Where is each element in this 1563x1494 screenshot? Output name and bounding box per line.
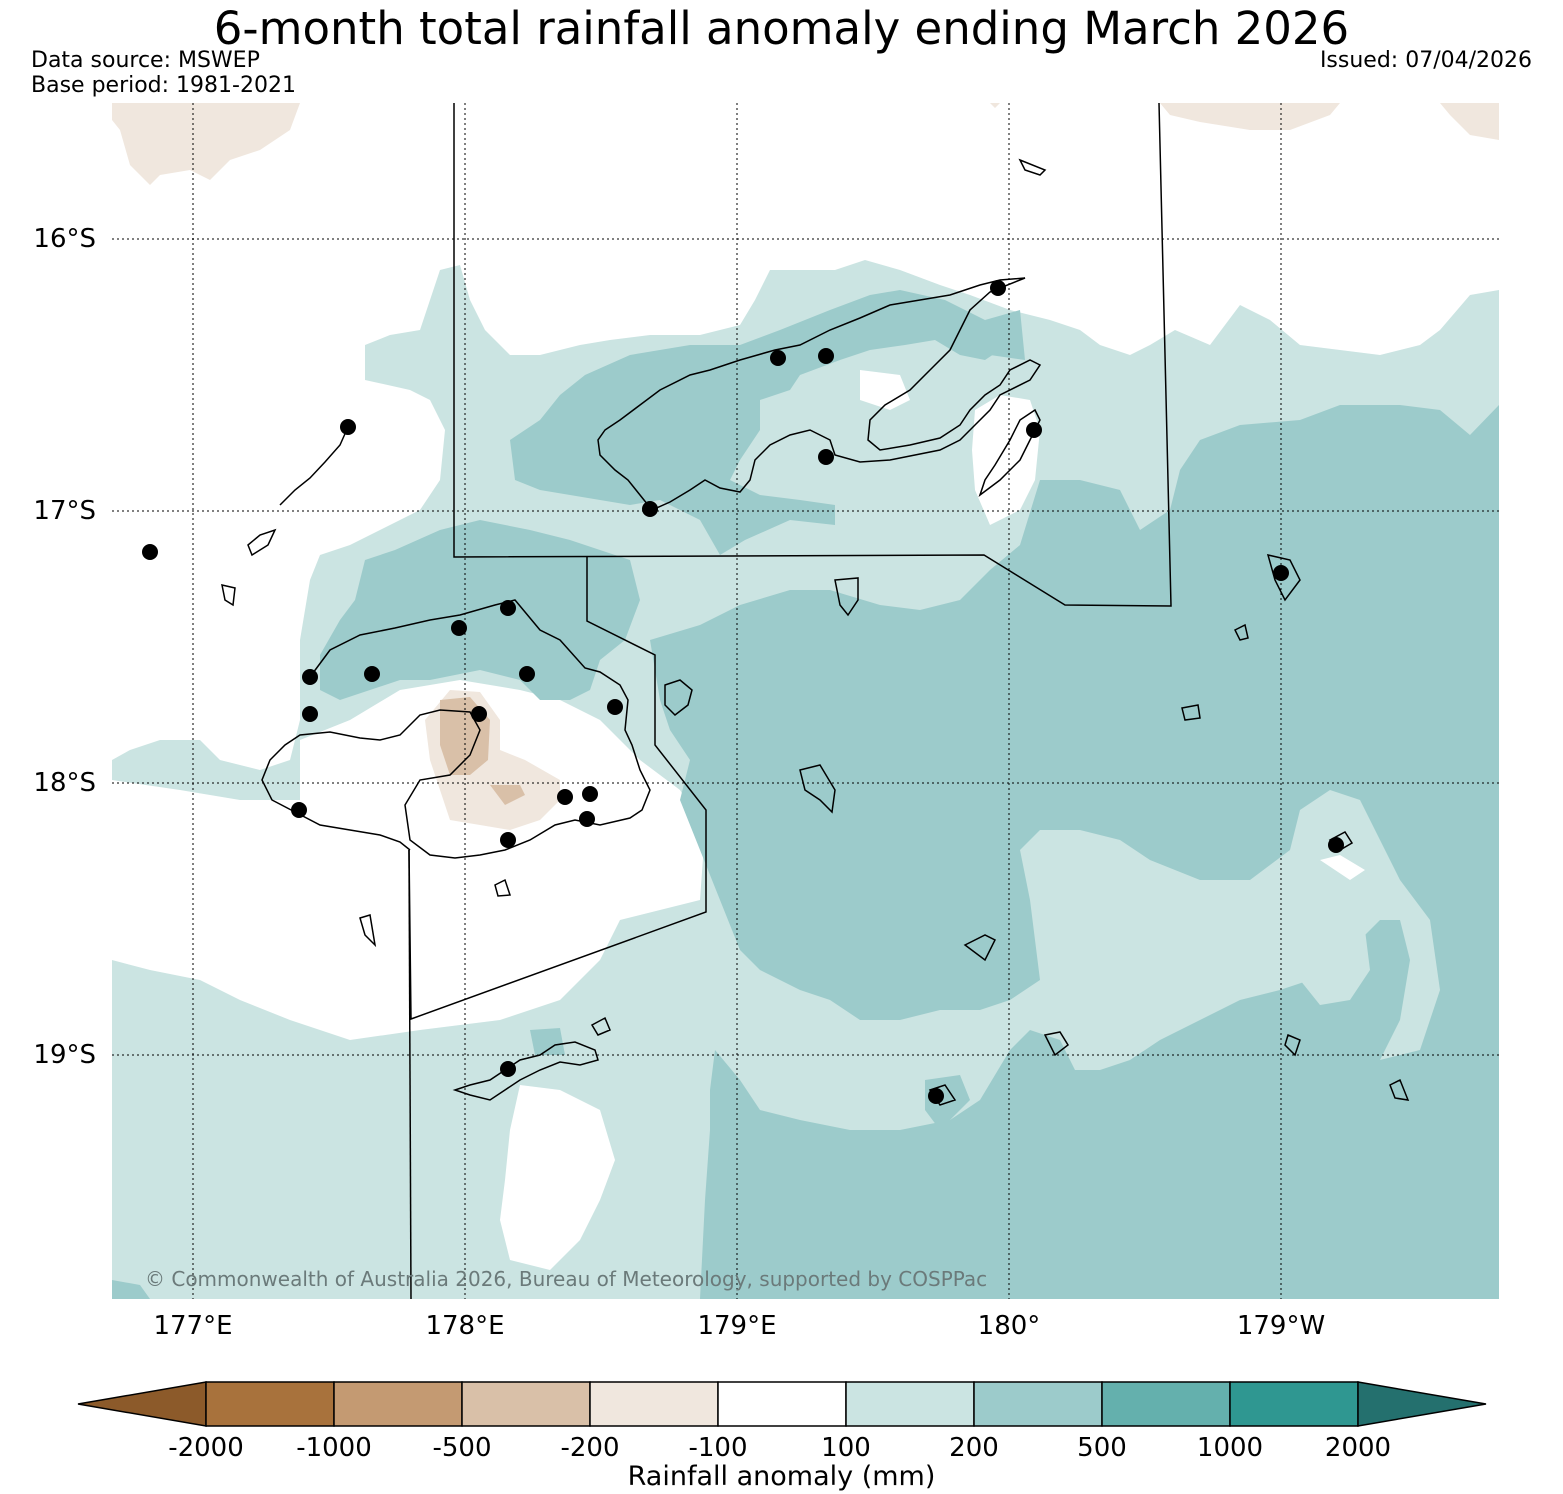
lon-label: 178°E <box>425 1311 505 1341</box>
station-marker <box>500 1061 516 1077</box>
positive-band-east-inner <box>1300 915 1370 1005</box>
colorbar-tick: 100 <box>821 1433 871 1463</box>
colorbar-segment <box>717 1381 847 1427</box>
colorbar-segment <box>845 1381 975 1427</box>
station-marker <box>582 786 598 802</box>
base-period-label: Base period: 1981-2021 <box>31 73 296 98</box>
division-boundaries <box>408 102 1172 1300</box>
colorbar-segment <box>1229 1381 1359 1427</box>
copyright-notice: © Commonwealth of Australia 2026, Bureau… <box>145 1267 987 1291</box>
lat-label: 17°S <box>33 496 96 526</box>
lat-label: 16°S <box>33 224 96 254</box>
neutral-region-west <box>112 430 135 680</box>
station-marker <box>770 350 786 366</box>
colorbar-tick: -200 <box>560 1433 620 1463</box>
station-marker <box>364 666 380 682</box>
colorbar-segment <box>333 1381 463 1427</box>
colorbar-segment <box>1101 1381 1231 1427</box>
station-marker <box>928 1088 944 1104</box>
coastline-islands <box>221 158 1410 1106</box>
station-marker <box>1273 565 1289 581</box>
station-marker <box>990 280 1006 296</box>
coastline-viti-levu <box>261 599 651 859</box>
gridlines <box>112 103 1499 1299</box>
colorbar-label: Rainfall anomaly (mm) <box>627 1461 936 1492</box>
coastlines <box>221 158 1410 1106</box>
neutral-region-east <box>860 370 1365 880</box>
colorbar-segment <box>205 1381 335 1427</box>
colorbar-segment <box>973 1381 1103 1427</box>
lat-label: 18°S <box>33 768 96 798</box>
station-marker <box>1026 422 1042 438</box>
colorbar-tick: 1000 <box>1196 1433 1264 1463</box>
station-marker <box>142 544 158 560</box>
station-marker <box>818 348 834 364</box>
colorbar-tick: 2000 <box>1324 1433 1392 1463</box>
data-source-label: Data source: MSWEP <box>31 48 260 73</box>
station-marker <box>451 620 467 636</box>
station-marker <box>519 666 535 682</box>
station-marker <box>642 501 658 517</box>
station-marker <box>291 802 307 818</box>
station-marker <box>500 832 516 848</box>
map-title: 6-month total rainfall anomaly ending Ma… <box>213 2 1350 55</box>
neutral-region-north <box>112 103 1499 770</box>
station-marker <box>557 789 573 805</box>
station-marker <box>1328 837 1344 853</box>
lat-label: 19°S <box>33 1040 96 1070</box>
station-marker <box>818 449 834 465</box>
station-marker <box>302 669 318 685</box>
negative-region-north <box>112 103 1499 185</box>
colorbar-tick: -500 <box>432 1433 492 1463</box>
colorbar-extend-high <box>1357 1381 1487 1427</box>
station-marker <box>607 699 623 715</box>
colorbar-segment <box>461 1381 591 1427</box>
lon-label: 177°E <box>153 1311 233 1341</box>
coastline-taveuni <box>978 408 1041 498</box>
neutral-region-south <box>500 1085 615 1270</box>
negative-region-core <box>440 697 525 805</box>
anomaly-contours <box>112 103 1499 1299</box>
issued-date-label: Issued: 07/04/2026 <box>1319 48 1532 73</box>
colorbar-tick: -1000 <box>296 1433 372 1463</box>
station-marker <box>302 706 318 722</box>
colorbar-tick: 200 <box>949 1433 999 1463</box>
positive-band-east <box>650 405 1499 1299</box>
station-marker <box>500 600 516 616</box>
lon-label: 179°W <box>1236 1311 1326 1341</box>
colorbar-tick: -2000 <box>168 1433 244 1463</box>
lon-label: 180° <box>977 1311 1041 1341</box>
colorbar-extend-low <box>77 1381 207 1427</box>
positive-band-north <box>510 290 1000 555</box>
colorbar-segment <box>589 1381 719 1427</box>
station-marker <box>340 419 356 435</box>
colorbar <box>77 1381 1487 1427</box>
station-marker <box>579 811 595 827</box>
coastline-vanua-levu <box>597 277 1042 511</box>
lon-label: 179°E <box>697 1311 777 1341</box>
colorbar-tick: 500 <box>1077 1433 1127 1463</box>
colorbar-tick: -100 <box>688 1433 748 1463</box>
station-marker <box>471 706 487 722</box>
station-markers <box>142 280 1344 1104</box>
